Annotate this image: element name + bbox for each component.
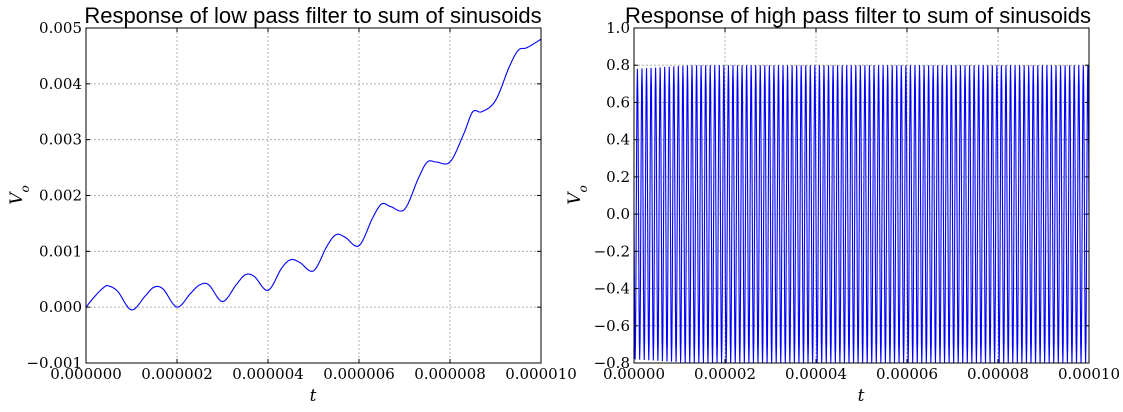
- y-tick-label: 0.4: [606, 131, 630, 149]
- y-tick-label: −0.8: [594, 354, 630, 372]
- chart-title: Response of low pass filter to sum of si…: [84, 3, 541, 28]
- y-tick-label: 0.000: [39, 298, 82, 316]
- y-tick-label: −0.2: [594, 242, 630, 260]
- x-tick-label: 0.00006: [876, 365, 938, 383]
- x-tick-label: 0.00002: [694, 365, 756, 383]
- y-tick-label: 0.003: [39, 131, 82, 149]
- x-tick-label: 0.00010: [1058, 365, 1120, 383]
- x-axis-label: t: [858, 386, 865, 406]
- y-tick-label: −0.4: [594, 280, 630, 298]
- x-ticks: 0.00000 0.00002 0.00004 0.00006 0.00008 0.000…: [603, 28, 1120, 383]
- y-tick-label: 0.2: [606, 168, 630, 186]
- y-tick-label: 0.8: [606, 56, 630, 74]
- x-ticks: 0.000000 0.000002 0.000004 0.000006 0.000008…: [50, 28, 577, 383]
- y-tick-label: 0.001: [39, 242, 82, 260]
- x-tick-label: 0.000010: [505, 365, 577, 383]
- y-axis-label: Vo: [7, 185, 32, 205]
- y-axis-label: Vo: [565, 185, 590, 205]
- low-pass-chart: Response of low pass filter to sum of si…: [7, 3, 577, 406]
- chart-title: Response of high pass filter to sum of s…: [625, 3, 1091, 28]
- series-line: [85, 38, 542, 311]
- y-tick-label: 1.0: [606, 19, 630, 37]
- x-tick-label: 0.000000: [50, 365, 122, 383]
- y-ticks: −0.001 0.000 0.001 0.002 0.003 0.004 0.005: [26, 19, 541, 372]
- y-tick-label: 0.005: [39, 19, 82, 37]
- x-tick-label: 0.00008: [967, 365, 1029, 383]
- high-pass-chart: Response of high pass filter to sum of s…: [565, 3, 1120, 406]
- y-ticks: −0.8 −0.6 −0.4 −0.2 0.0 0.2 0.4 0.6 0.8 1.0: [594, 19, 1089, 372]
- x-tick-label: 0.000004: [232, 365, 304, 383]
- x-tick-label: 0.000002: [141, 365, 213, 383]
- x-tick-label: 0.00000: [603, 365, 665, 383]
- y-tick-label: −0.6: [594, 317, 630, 335]
- plot-frame: [633, 27, 1090, 364]
- x-tick-label: 0.000006: [323, 365, 395, 383]
- y-tick-label: 0.004: [39, 75, 82, 93]
- grid: [86, 28, 541, 363]
- y-tick-label: 0.6: [606, 93, 630, 111]
- x-axis-label: t: [310, 386, 317, 406]
- y-tick-label: 0.002: [39, 187, 82, 205]
- x-tick-label: 0.000008: [414, 365, 486, 383]
- series-line: [633, 65, 1090, 364]
- x-tick-label: 0.00004: [785, 365, 847, 383]
- y-tick-label: −0.001: [26, 354, 82, 372]
- y-tick-label: 0.0: [606, 205, 630, 223]
